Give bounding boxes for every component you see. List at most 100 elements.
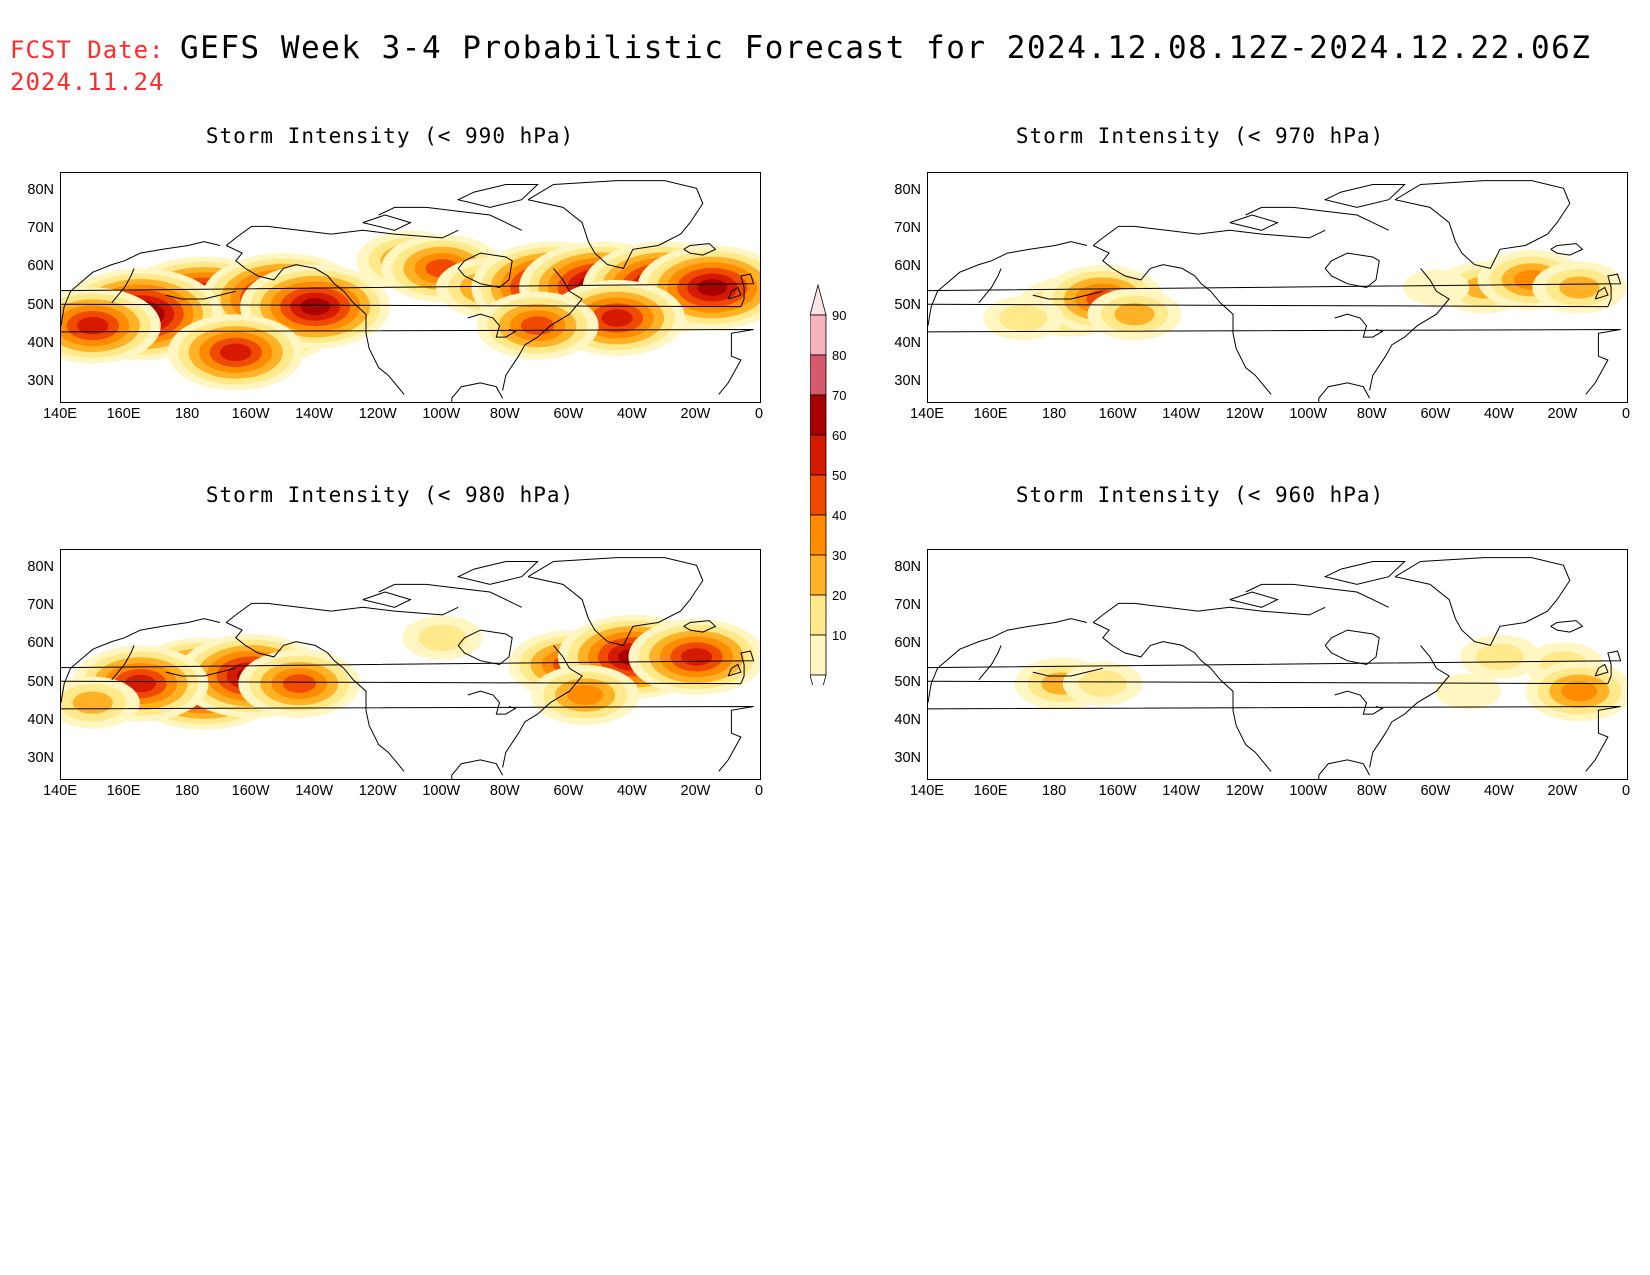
colorbar-swatch-50 [809,474,827,516]
probability-contour-10 [1435,673,1502,710]
lat-tick-label: 30N [894,372,921,389]
lon-tick-label: 0 [754,783,764,799]
coastline [727,663,742,677]
coastline [1394,180,1571,269]
colorbar-swatch-20 [809,594,827,636]
coastline [165,290,236,300]
map-svg [61,180,760,402]
probability-contour-70 [697,279,728,296]
colorbar-swatch-90 [809,314,827,356]
lat-tick-label: 60N [894,258,921,275]
colorbar-swatch-70 [809,394,827,436]
coastline [456,184,539,208]
lon-tick-label: 100W [1289,783,1328,799]
coastline [683,243,717,256]
lon-tick-label: 40W [1483,406,1514,422]
lat-tick-label: 70N [27,597,54,614]
coastline [1245,583,1389,608]
probability-contour-60 [601,309,633,327]
coastline [225,622,405,772]
coastline [928,618,1088,703]
probability-contour-20 [999,304,1048,332]
coastline [378,583,522,608]
lon-tick-label: 160E [973,406,1008,422]
colorbar-label: 10 [832,628,846,643]
lon-tick-label: 120W [1225,783,1264,799]
lon-tick-label: 60W [1420,783,1451,799]
probability-contour-60 [77,316,109,335]
lon-tick-label: 140W [295,783,334,799]
map-svg [61,557,760,779]
lon-tick-label: 40W [1483,783,1514,799]
lon-tick-label: 160W [1098,406,1137,422]
colorbar-label: 90 [832,308,846,323]
probability-contour-10 [1403,269,1470,306]
lon-tick-label: 140W [1162,406,1201,422]
colorbar: 90 80 70 60 50 40 30 20 10 [809,275,870,707]
coastline [111,268,135,304]
lon-tick-label: 120W [1225,406,1264,422]
map-panel-990 [60,172,761,403]
coastline [502,268,583,391]
lon-tick-label: 100W [1289,406,1328,422]
lat-tick-label: 70N [27,220,54,237]
lon-tick-label: 140E [910,406,944,422]
coastline [165,667,236,677]
coastline [928,329,1621,395]
lon-tick-label: 180 [1041,406,1067,422]
colorbar-bottom-arrow [809,674,827,707]
coastline [457,252,513,289]
lon-tick-label: 80W [1356,783,1387,799]
main-title: GEFS Week 3-4 Probabilistic Forecast for… [180,30,1592,66]
lon-tick-label: 120W [358,406,397,422]
lon-tick-label: 20W [1547,783,1578,799]
lon-tick-label: 60W [1420,406,1451,422]
coastline [527,180,704,269]
colorbar-label: 60 [832,428,846,443]
coastline [451,382,504,402]
fcst-date: 2024.11.24 [10,68,165,96]
coastline [727,286,742,300]
lon-tick-label: 160W [231,783,270,799]
coastline [61,273,755,308]
coastline [1229,214,1279,231]
lon-tick-label: 160W [231,406,270,422]
colorbar-label: 80 [832,348,846,363]
coastline [1334,690,1384,715]
lon-tick-label: 20W [680,406,711,422]
lat-tick-label: 60N [27,635,54,652]
lat-tick-label: 30N [27,749,54,766]
map-panel-960 [927,549,1628,780]
probability-contour-30 [1559,276,1600,299]
map-panel-980 [60,549,761,780]
lat-tick-label: 80N [27,559,54,576]
lat-tick-label: 80N [894,182,921,199]
lon-tick-label: 120W [358,783,397,799]
coastline [456,561,539,585]
lon-tick-label: 140W [1162,783,1201,799]
lon-tick-label: 180 [174,406,200,422]
lon-tick-label: 0 [1621,406,1631,422]
lon-tick-label: 160E [106,783,141,799]
colorbar-label: 70 [832,388,846,403]
lat-tick-label: 70N [894,597,921,614]
coastline [61,329,754,395]
lat-tick-label: 30N [894,749,921,766]
lon-tick-label: 40W [616,406,647,422]
panel-title-980: Storm Intensity (< 980 hPa) [205,483,575,507]
lat-tick-label: 60N [894,635,921,652]
coastline [1229,591,1279,608]
lat-tick-label: 50N [894,296,921,313]
coastline [362,214,412,231]
colorbar-label: 40 [832,508,846,523]
coastline [978,268,1002,304]
map-svg [928,180,1627,402]
coastline [1394,557,1571,646]
coastline [61,241,221,326]
lon-tick-label: 160E [973,783,1008,799]
coastline [1369,645,1450,768]
probability-contour-60 [220,343,252,362]
probability-contour-30 [1114,303,1155,326]
coastline [928,706,1621,772]
coastline [451,759,504,779]
